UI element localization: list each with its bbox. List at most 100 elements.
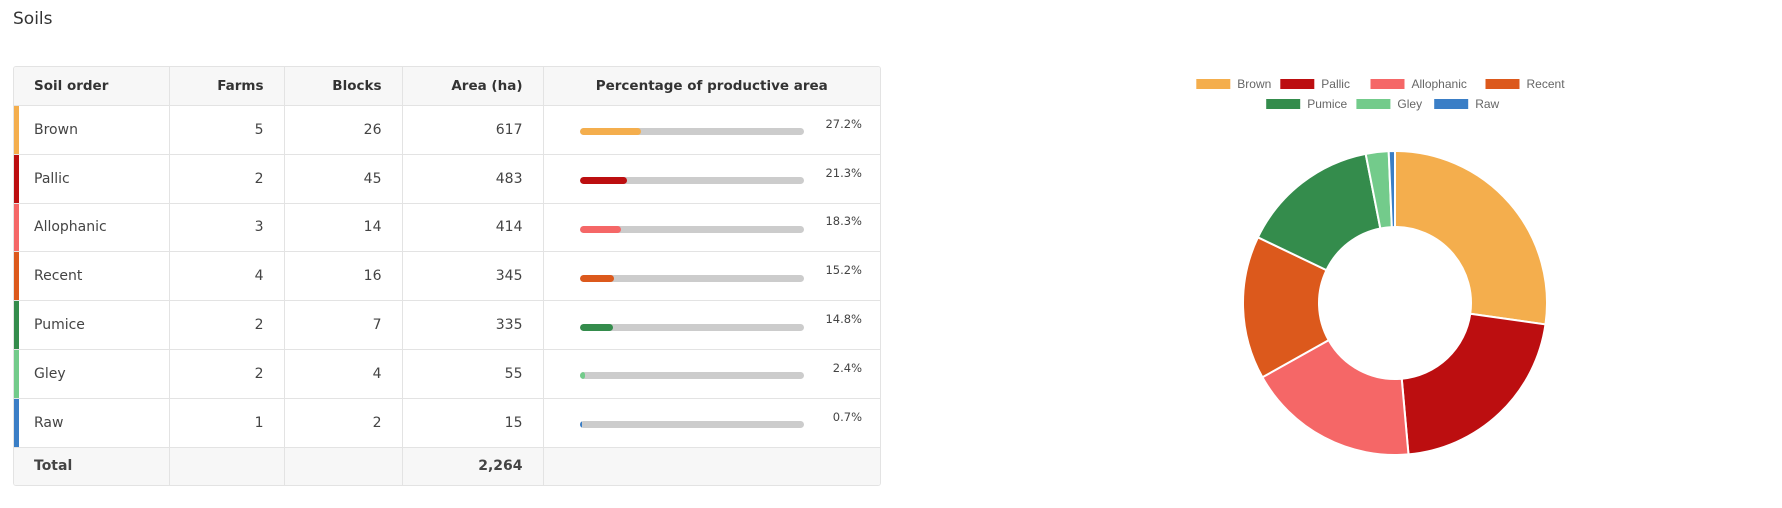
percentage-label: 15.2% [825,263,862,278]
progress-bar-track [579,177,805,185]
soil-order-name: Pallic [34,170,70,187]
header-soil-order[interactable]: Soil order [14,67,170,106]
area-cell: 483 [402,154,544,204]
soil-color-swatch [14,349,19,398]
legend-swatch [1370,79,1405,89]
table-row-pumice[interactable]: Pumice 2 7 335 14.8% [14,300,880,350]
progress-bar-fill [579,225,621,233]
progress-bar-fill [579,128,641,136]
progress-bar-track [579,323,805,331]
total-area: 2,264 [402,447,544,485]
progress-bar-fill [579,372,585,380]
legend-item-pumice[interactable]: Pumice [1266,97,1348,111]
table-row-raw[interactable]: Raw 1 2 15 0.7% [14,398,880,448]
soil-order-name: Allophanic [34,219,107,236]
table-row-brown[interactable]: Brown 5 26 617 27.2% [14,105,880,155]
table-row-gley[interactable]: Gley 2 4 55 2.4% [14,349,880,399]
legend-label: Recent [1527,77,1566,91]
soil-color-swatch [14,398,19,447]
farms-cell: 5 [169,105,285,155]
soil-order-cell: Raw [14,398,170,448]
percentage-cell: 27.2% [543,105,880,155]
legend-item-brown[interactable]: Brown [1196,77,1271,91]
progress-bar-track [579,421,805,429]
legend-label: Gley [1397,97,1422,111]
total-blocks [284,447,403,485]
blocks-cell: 16 [284,251,403,302]
header-percentage[interactable]: Percentage of productive area [543,67,880,106]
progress-bar-fill [579,421,582,429]
soil-color-swatch [14,252,19,301]
soil-order-cell: Brown [14,105,170,155]
soils-table: Soil order Farms Blocks Area (ha) Percen… [14,67,880,485]
doughnut-slice-pallic[interactable] [1400,312,1547,456]
table-row-allophanic[interactable]: Allophanic 3 14 414 18.3% [14,203,880,253]
soil-order-cell: Gley [14,349,170,399]
doughnut-slice-brown[interactable] [1394,149,1548,326]
percentage-cell: 18.3% [543,203,880,253]
area-cell: 414 [402,203,544,253]
legend-label: Allophanic [1412,77,1467,91]
soil-order-name: Pumice [34,317,85,334]
legend-item-gley[interactable]: Gley [1356,97,1422,111]
table-body: Brown 5 26 617 27.2% [14,105,880,485]
soil-color-swatch [14,154,19,203]
legend-swatch [1434,99,1469,109]
progress-bar-track [579,225,805,233]
legend-label: Pallic [1321,77,1350,91]
soil-color-swatch [14,106,19,154]
percentage-cell: 21.3% [543,154,880,204]
progress-bar-fill [579,177,628,185]
table-total-row: Total 2,264 [14,447,880,485]
soil-order-name: Recent [34,268,83,285]
soil-order-name: Gley [34,365,66,382]
percentage-label: 2.4% [832,360,862,375]
area-cell: 15 [402,398,544,448]
farms-cell: 2 [169,349,285,399]
header-farms[interactable]: Farms [169,67,285,106]
farms-cell: 3 [169,203,285,253]
legend-item-raw[interactable]: Raw [1434,97,1500,111]
soil-color-swatch [14,203,19,252]
table-row-recent[interactable]: Recent 4 16 345 15.2% [14,251,880,302]
percentage-label: 18.3% [825,214,862,229]
soil-doughnut-chart: Brown Pallic Allophanic Recent Pumice Gley Raw [1170,76,1590,486]
soil-order-cell: Pumice [14,300,170,350]
blocks-cell: 45 [284,154,403,204]
blocks-cell: 26 [284,105,403,155]
area-cell: 617 [402,105,544,155]
legend-swatch [1266,99,1301,109]
area-cell: 345 [402,251,544,302]
legend-item-allophanic[interactable]: Allophanic [1370,77,1467,91]
soil-order-cell: Allophanic [14,203,170,253]
soil-order-name: Raw [34,414,64,431]
progress-bar-track [579,128,805,136]
doughnut-slice-raw[interactable] [1387,149,1396,229]
total-percentage [543,447,880,485]
percentage-cell: 0.7% [543,398,880,448]
header-blocks[interactable]: Blocks [284,67,403,106]
progress-bar-track [579,372,805,380]
percentage-label: 21.3% [825,165,862,180]
progress-bar-track [579,274,805,282]
soil-order-cell: Recent [14,251,170,302]
farms-cell: 1 [169,398,285,448]
legend-item-pallic[interactable]: Pallic [1280,77,1350,91]
area-cell: 55 [402,349,544,399]
legend-item-recent[interactable]: Recent [1485,77,1566,91]
legend-swatch [1196,79,1231,89]
farms-cell: 4 [169,251,285,302]
legend-swatch [1485,79,1520,89]
table-row-pallic[interactable]: Pallic 2 45 483 21.3% [14,154,880,204]
doughnut-chart-svg: Brown Pallic Allophanic Recent Pumice Gley Raw [1196,77,1566,456]
percentage-label: 27.2% [825,116,862,131]
percentage-cell: 2.4% [543,349,880,399]
soil-order-cell: Pallic [14,154,170,204]
percentage-cell: 14.8% [543,300,880,350]
farms-cell: 2 [169,154,285,204]
legend-swatch [1356,99,1391,109]
blocks-cell: 4 [284,349,403,399]
header-area[interactable]: Area (ha) [402,67,544,106]
area-cell: 335 [402,300,544,350]
percentage-label: 0.7% [832,409,862,424]
